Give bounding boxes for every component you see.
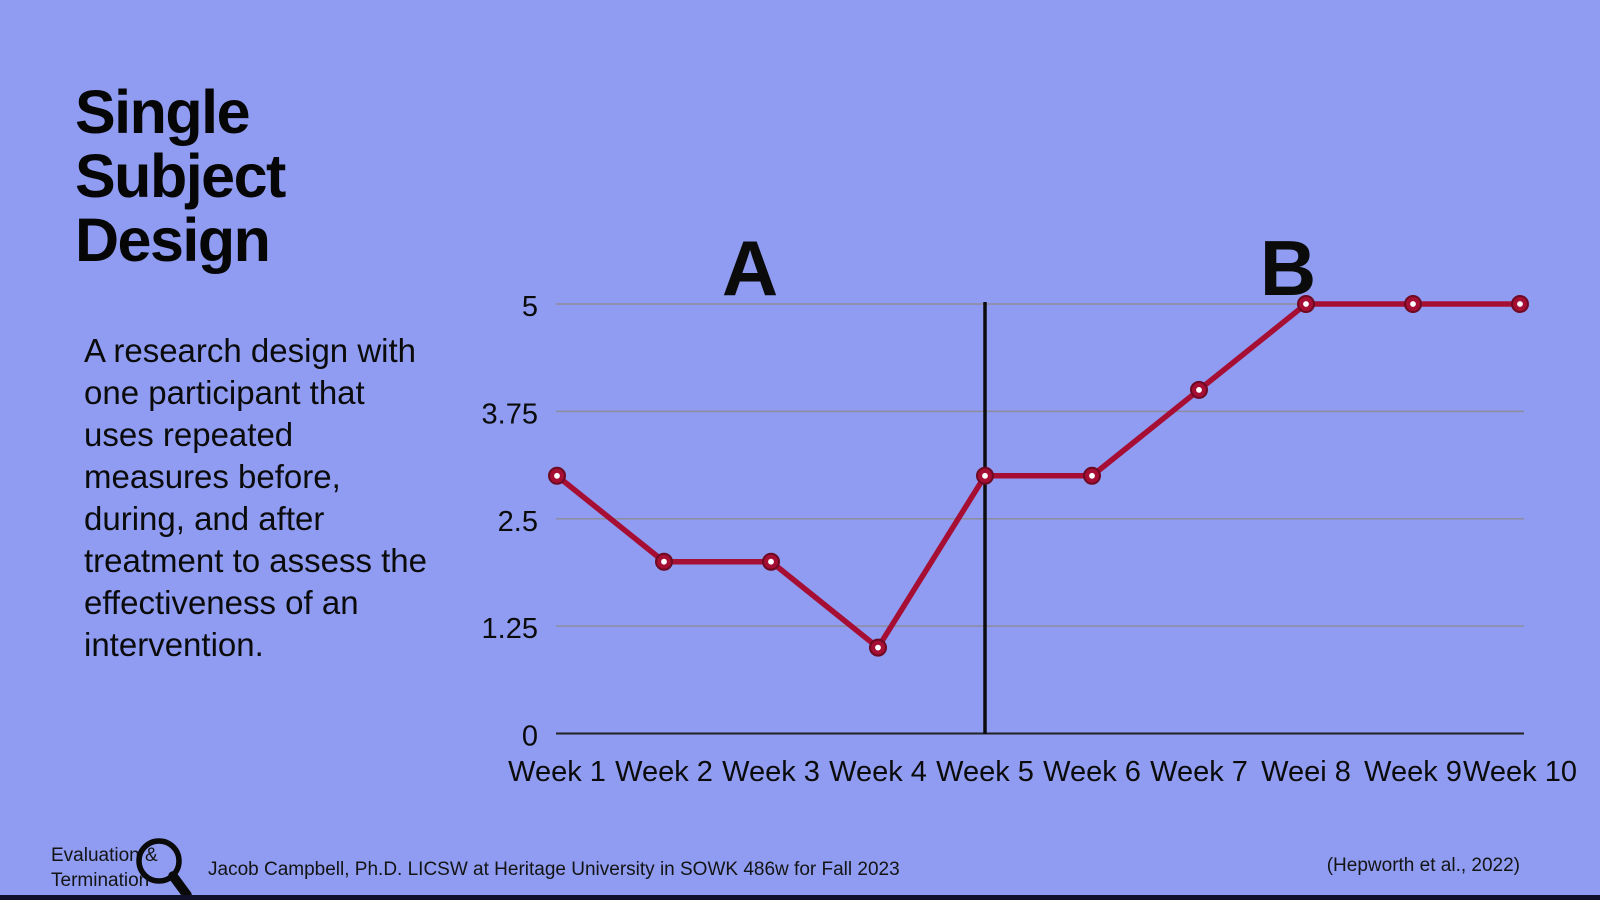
title-line-2: Subject bbox=[75, 142, 286, 210]
data-point-week-9 bbox=[1404, 295, 1422, 313]
x-tick-label-4: Week 4 bbox=[829, 756, 927, 788]
slide-description: A research design with one participant t… bbox=[84, 332, 428, 663]
magnifying-glass-icon bbox=[136, 838, 192, 900]
phase-label-b: B bbox=[1260, 224, 1316, 312]
data-point-week-4 bbox=[869, 638, 887, 657]
bottom-edge-strip bbox=[0, 895, 1600, 900]
x-tick-label-8: Weei 8 bbox=[1261, 756, 1351, 788]
data-point-center-week-10 bbox=[1517, 301, 1523, 307]
data-point-week-6 bbox=[1083, 466, 1101, 485]
slide-title: Single Subject Design bbox=[75, 78, 286, 274]
footer-tab-line-2: Termination bbox=[51, 870, 150, 891]
data-point-center-week-1 bbox=[554, 472, 560, 479]
data-line bbox=[554, 301, 1523, 651]
y-tick-label-5: 5 bbox=[522, 291, 538, 323]
magnifier-handle bbox=[168, 871, 192, 900]
data-point-week-3 bbox=[762, 552, 780, 571]
data-point-week-5 bbox=[976, 466, 994, 485]
title-line-3: Design bbox=[75, 206, 271, 274]
footer-tab: Evaluation & Termination bbox=[51, 843, 158, 893]
data-point-center-week-2 bbox=[661, 558, 667, 565]
data-point-center-week-8 bbox=[1303, 301, 1309, 307]
data-point-center-week-5 bbox=[982, 472, 988, 479]
title-line-1: Single bbox=[75, 78, 251, 146]
data-point-week-7 bbox=[1190, 380, 1208, 399]
x-tick-label-6: Week 6 bbox=[1043, 756, 1141, 788]
phase-label-a: A bbox=[722, 224, 778, 312]
footer-credit: Jacob Campbell, Ph.D. LICSW at Heritage … bbox=[208, 859, 900, 880]
x-tick-label-3: Week 3 bbox=[722, 756, 820, 788]
data-point-week-10 bbox=[1511, 295, 1529, 313]
x-tick-label-9: Week 9 bbox=[1364, 756, 1462, 788]
data-point-center-week-3 bbox=[768, 558, 774, 565]
x-tick-label-1: Week 1 bbox=[508, 756, 606, 788]
magnifier-lens bbox=[136, 838, 182, 884]
y-tick-label-3.75: 3.75 bbox=[482, 398, 538, 430]
data-point-center-week-4 bbox=[875, 644, 881, 651]
x-tick-label-7: Week 7 bbox=[1150, 756, 1248, 788]
x-tick-label-2: Week 2 bbox=[615, 756, 713, 788]
data-point-center-week-9 bbox=[1410, 301, 1416, 307]
y-tick-label-0: 0 bbox=[522, 721, 538, 753]
data-point-week-1 bbox=[548, 466, 566, 485]
x-tick-label-10: Week 10 bbox=[1463, 756, 1577, 788]
y-tick-label-2.5: 2.5 bbox=[498, 506, 538, 538]
y-tick-label-1.25: 1.25 bbox=[482, 613, 538, 645]
footer-citation: (Hepworth et al., 2022) bbox=[1326, 855, 1520, 876]
data-point-center-week-6 bbox=[1089, 472, 1095, 479]
x-tick-label-5: Week 5 bbox=[936, 756, 1034, 788]
data-point-week-8 bbox=[1297, 295, 1315, 313]
footer-tab-line-1: Evaluation & bbox=[51, 845, 158, 866]
data-point-week-2 bbox=[655, 552, 673, 571]
data-point-center-week-7 bbox=[1196, 387, 1202, 393]
